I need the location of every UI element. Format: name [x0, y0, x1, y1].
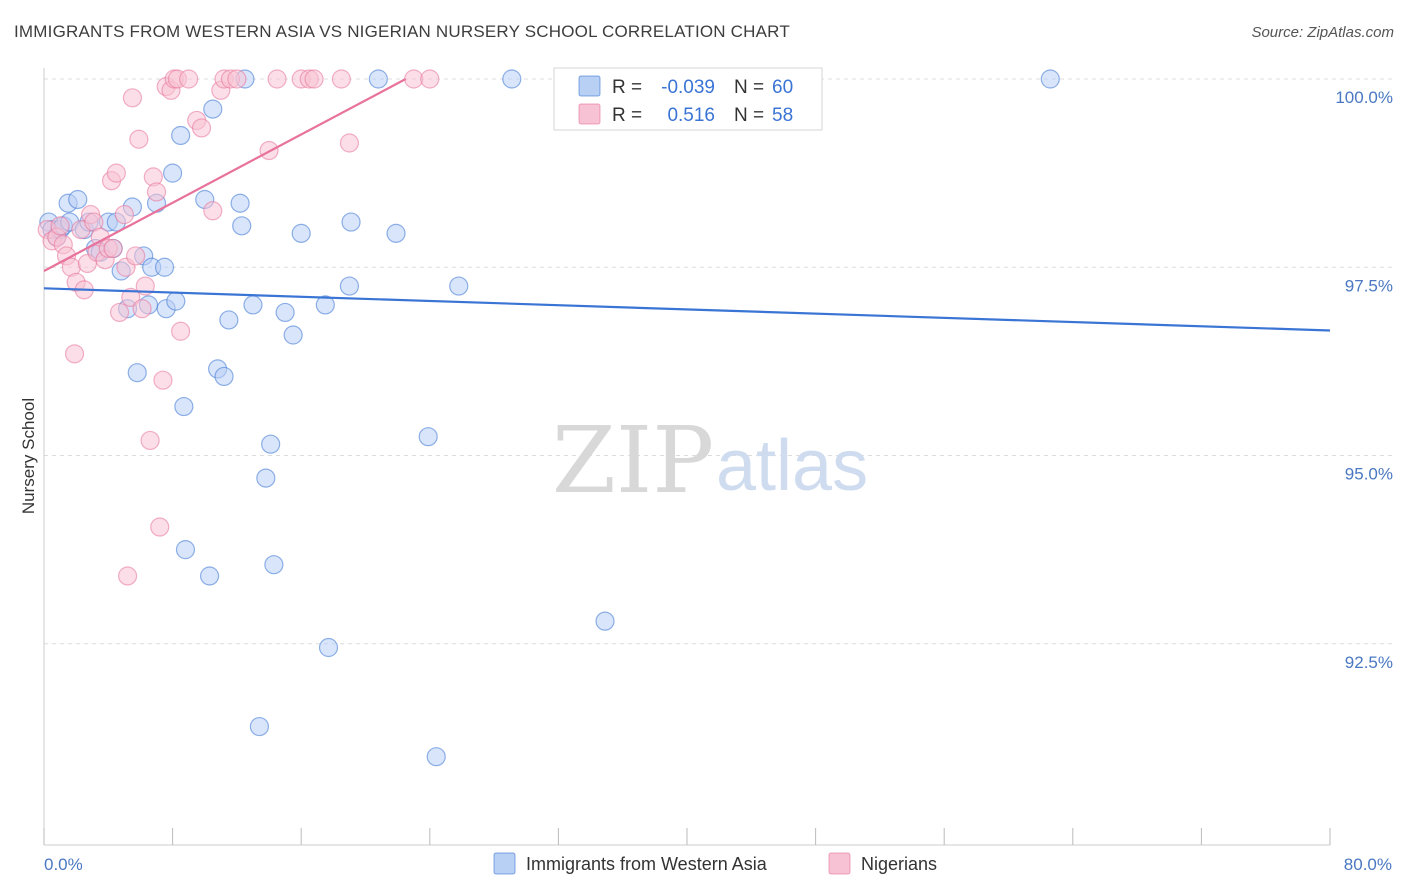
stats-legend: R = -0.039 N = 60 R = 0.516 N = 58 [553, 67, 823, 131]
point-western-asia [127, 363, 147, 383]
y-axis-title: Nursery School [19, 398, 38, 514]
chart-title: IMMIGRANTS FROM WESTERN ASIA VS NIGERIAN… [14, 22, 790, 41]
point-western-asia [199, 566, 220, 586]
point-nigerians [122, 88, 143, 108]
point-nigerians [109, 302, 130, 323]
y-tick-labels: 92.5% 95.0% 97.5% 100.0% [1335, 88, 1393, 672]
point-western-asia [219, 310, 239, 330]
watermark-zip: ZIP [552, 407, 714, 514]
point-nigerians [304, 69, 324, 89]
point-nigerians [203, 201, 223, 221]
legend-swatch-blue [578, 75, 601, 97]
legend-n-label: N = [734, 77, 764, 98]
series-legend-label-blue: Immigrants from Western Asia [526, 854, 768, 874]
point-nigerians [179, 69, 199, 89]
point-western-asia [232, 216, 252, 236]
point-western-asia [283, 325, 303, 345]
source-label: Source: ZipAtlas.com [1251, 24, 1394, 41]
point-nigerians [126, 246, 146, 266]
y-tick-label: 100.0% [1335, 88, 1393, 107]
trend-lines [43, 78, 1331, 332]
point-nigerians [150, 517, 170, 537]
point-nigerians [50, 216, 70, 236]
point-nigerians [117, 566, 138, 586]
point-western-asia [166, 291, 186, 311]
series-legend-label-pink: Nigerians [861, 854, 937, 874]
point-western-asia [291, 223, 311, 243]
point-western-asia [203, 99, 223, 119]
point-western-asia [261, 434, 281, 454]
point-western-asia [264, 555, 284, 575]
legend-swatch-pink [578, 103, 601, 125]
data-points [37, 69, 1060, 767]
point-nigerians [106, 163, 126, 183]
point-western-asia [315, 295, 335, 315]
axes [43, 68, 1331, 846]
point-nigerians [132, 299, 152, 319]
point-nigerians [420, 69, 440, 89]
point-nigerians [339, 133, 360, 153]
point-western-asia [214, 366, 234, 387]
series-legend: Immigrants from Western Asia Nigerians [493, 852, 937, 875]
watermark-atlas: atlas [716, 426, 868, 506]
legend-r-label: R = [612, 77, 642, 98]
legend-n-value-pink: 58 [772, 105, 793, 126]
legend-r-label-2: R = [612, 105, 642, 126]
point-western-asia [426, 747, 446, 767]
series-legend-swatch-pink [828, 852, 851, 875]
y-tick-label: 97.5% [1345, 276, 1393, 295]
point-nigerians [331, 69, 351, 89]
point-western-asia [341, 212, 361, 232]
trend-line-nigerians [43, 78, 407, 272]
point-nigerians [129, 129, 149, 149]
point-western-asia [175, 540, 196, 560]
legend-n-value-blue: 60 [772, 77, 793, 98]
point-western-asia [249, 716, 270, 737]
point-nigerians [153, 370, 173, 390]
point-western-asia [449, 276, 469, 296]
series-legend-swatch-blue [493, 852, 516, 875]
point-western-asia [386, 223, 406, 243]
point-western-asia [68, 189, 88, 210]
point-western-asia [163, 163, 183, 183]
point-nigerians [146, 182, 167, 202]
x-tick-label-max: 80.0% [1344, 855, 1392, 874]
point-western-asia [595, 611, 615, 631]
point-western-asia [1040, 69, 1060, 89]
point-western-asia [502, 69, 522, 89]
point-nigerians [103, 238, 123, 259]
point-western-asia [368, 69, 388, 89]
point-western-asia [339, 276, 360, 296]
point-nigerians [171, 321, 191, 341]
point-nigerians [140, 430, 160, 451]
legend-r-value-blue: -0.039 [661, 77, 715, 98]
point-nigerians [227, 69, 247, 89]
point-western-asia [243, 295, 263, 315]
y-tick-label: 92.5% [1345, 653, 1393, 672]
point-western-asia [171, 125, 191, 146]
y-tick-label: 95.0% [1345, 465, 1393, 484]
point-western-asia [230, 193, 250, 213]
point-western-asia [154, 257, 175, 277]
trend-line-western-asia [43, 287, 1331, 332]
point-western-asia [174, 396, 194, 417]
point-nigerians [114, 204, 134, 225]
x-tick-label-min: 0.0% [44, 855, 83, 874]
legend-n-label-2: N = [734, 105, 764, 126]
point-nigerians [64, 344, 85, 364]
point-western-asia [318, 637, 339, 658]
point-western-asia [418, 427, 438, 447]
point-nigerians [267, 69, 287, 89]
point-western-asia [275, 302, 295, 323]
point-western-asia [256, 468, 276, 488]
legend-r-value-pink: 0.516 [667, 105, 715, 126]
point-nigerians [191, 118, 212, 138]
point-nigerians [404, 69, 424, 89]
